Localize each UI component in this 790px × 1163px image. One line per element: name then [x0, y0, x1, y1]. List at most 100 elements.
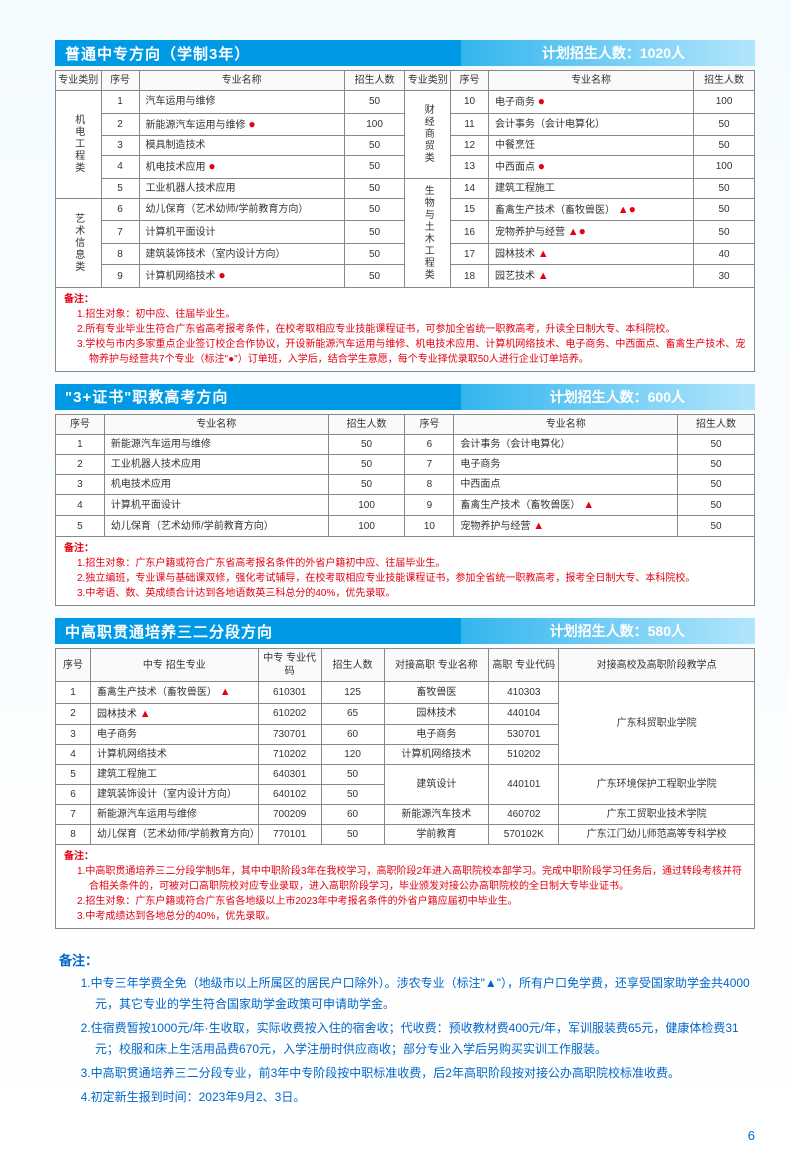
cell-zy: 新能源汽车运用与维修 [90, 805, 258, 825]
cell-code: 700209 [258, 805, 321, 825]
cell-gcode: 440104 [489, 703, 559, 724]
cell-num: 4 [56, 745, 91, 765]
section3-notes: 备注： 1.中高职贯通培养三二分段学制5年，其中中职阶段3年在我校学习，高职阶段… [55, 845, 755, 929]
cell-num: 5 [56, 516, 105, 537]
cell-num: 8 [56, 825, 91, 845]
section1-table: 专业类别 序号 专业名称 招生人数 专业类别 序号 专业名称 招生人数 机电工程… [55, 70, 755, 288]
cell-num: 17 [451, 243, 489, 264]
section2-count: 计划招生人数：600人 [550, 387, 685, 407]
cell-num: 1 [101, 91, 139, 114]
cell-count: 50 [321, 825, 384, 845]
final-note-label: 备注： [59, 953, 98, 968]
th: 序号 [451, 71, 489, 91]
cell-count: 100 [344, 113, 405, 136]
cell-count: 60 [321, 725, 384, 745]
cell-num: 18 [451, 265, 489, 288]
section2-notes: 备注： 1.招生对象：广东户籍或符合广东省高考报名条件的外省户籍初中应、往届毕业… [55, 537, 755, 606]
cell-count: 50 [328, 434, 405, 454]
cell-zy: 建筑装饰设计（室内设计方向） [90, 785, 258, 805]
cell-num: 14 [451, 178, 489, 198]
cell-name: 电子商务 ● [489, 91, 694, 114]
cell-num: 6 [101, 198, 139, 221]
cell-zy: 园林技术 ▲ [90, 703, 258, 724]
cell-count: 100 [694, 91, 755, 114]
table-row: 机电工程类1汽车运用与维修50财经商贸类10电子商务 ●100 [56, 91, 755, 114]
th: 专业名称 [104, 414, 328, 434]
cell-num: 10 [405, 516, 454, 537]
cell-count: 50 [328, 474, 405, 494]
cell-name: 园林技术 ▲ [489, 243, 694, 264]
cell-zy: 建筑工程施工 [90, 765, 258, 785]
cell-name: 幼儿保育（艺术幼师/学前教育方向） [139, 198, 344, 221]
cell-code: 640301 [258, 765, 321, 785]
table-row: 8幼儿保育（艺术幼师/学前教育方向）77010150学前教育570102K广东江… [56, 825, 755, 845]
cell-count: 50 [344, 221, 405, 244]
th: 中专 招生专业 [90, 649, 258, 682]
cell-num: 13 [451, 156, 489, 179]
cell-name: 宠物养护与经营 ▲● [489, 221, 694, 244]
cell-num: 3 [56, 474, 105, 494]
note-item: 1.招生对象：初中应、往届毕业生。 [89, 307, 746, 322]
note-item: 2.招生对象：广东户籍或符合广东省各地级以上市2023年中考报名条件的外省户籍应… [89, 894, 746, 909]
cell-num: 4 [101, 156, 139, 179]
section3-count: 计划招生人数：580人 [550, 621, 685, 641]
cell-count: 125 [321, 682, 384, 703]
cell-name: 机电技术应用 [104, 474, 328, 494]
cell-count: 50 [344, 198, 405, 221]
section3-table: 序号 中专 招生专业 中专 专业代码 招生人数 对接高职 专业名称 高职 专业代… [55, 648, 755, 845]
cell-count: 40 [694, 243, 755, 264]
th: 专业名称 [454, 414, 678, 434]
note-item: 4.初定新生报到时间：2023年9月2、3日。 [95, 1087, 751, 1109]
cell-num: 3 [101, 136, 139, 156]
cell-count: 100 [328, 516, 405, 537]
th: 序号 [56, 649, 91, 682]
th: 对接高校及高职阶段教学点 [559, 649, 755, 682]
cell-school: 广东工贸职业技术学院 [559, 805, 755, 825]
table-row: 1畜禽生产技术（畜牧兽医） ▲610301125畜牧兽医410303广东科贸职业… [56, 682, 755, 703]
th: 招生人数 [694, 71, 755, 91]
cell-name: 园艺技术 ▲ [489, 265, 694, 288]
note-item: 2.住宿费暂按1000元/年·生收取，实际收费按入住的宿舍收；代收费：预收教材费… [95, 1018, 751, 1061]
th: 专业类别 [405, 71, 451, 91]
cell-gcode: 440101 [489, 765, 559, 805]
cell-count: 50 [344, 178, 405, 198]
table-row: 5幼儿保育（艺术幼师/学前教育方向）10010宠物养护与经营 ▲50 [56, 516, 755, 537]
cell-count: 50 [678, 474, 755, 494]
cell-gj: 园林技术 [384, 703, 489, 724]
cell-count: 120 [321, 745, 384, 765]
cell-code: 610301 [258, 682, 321, 703]
table-row: 7新能源汽车运用与维修70020960新能源汽车技术460702广东工贸职业技术… [56, 805, 755, 825]
cell-num: 2 [101, 113, 139, 136]
note-item: 3.学校与市内多家重点企业签订校企合作协议，开设新能源汽车运用与维修、机电技术应… [89, 337, 746, 367]
table-row: 5工业机器人技术应用50生物与土木工程类14建筑工程施工50 [56, 178, 755, 198]
cell-name: 工业机器人技术应用 [104, 454, 328, 474]
section1-header: 普通中专方向（学制3年） 计划招生人数：1020人 [55, 40, 755, 66]
table-header-row: 序号 中专 招生专业 中专 专业代码 招生人数 对接高职 专业名称 高职 专业代… [56, 649, 755, 682]
cell-num: 7 [56, 805, 91, 825]
cell-num: 10 [451, 91, 489, 114]
cell-gj: 新能源汽车技术 [384, 805, 489, 825]
cell-count: 50 [321, 765, 384, 785]
table-row: 4计算机平面设计1009畜禽生产技术（畜牧兽医） ▲50 [56, 494, 755, 515]
cell-gj: 建筑设计 [384, 765, 489, 805]
cell-name: 畜禽生产技术（畜牧兽医） ▲ [454, 494, 678, 515]
note-item: 3.中考成绩达到各地总分的40%，优先录取。 [89, 909, 746, 924]
cell-num: 2 [56, 703, 91, 724]
cell-count: 50 [694, 178, 755, 198]
th: 序号 [405, 414, 454, 434]
cell-gcode: 410303 [489, 682, 559, 703]
note-item: 2.所有专业毕业生符合广东省高考报考条件，在校考取相应专业技能课程证书，可参加全… [89, 322, 746, 337]
cell-num: 7 [101, 221, 139, 244]
table-row: 5建筑工程施工64030150建筑设计440101广东环境保护工程职业学院 [56, 765, 755, 785]
cell-name: 幼儿保育（艺术幼师/学前教育方向） [104, 516, 328, 537]
th: 专业类别 [56, 71, 102, 91]
table-row: 2工业机器人技术应用507电子商务50 [56, 454, 755, 474]
cell-school: 广东科贸职业学院 [559, 682, 755, 765]
section1-count: 计划招生人数：1020人 [542, 43, 685, 63]
cell-name: 电子商务 [454, 454, 678, 474]
note-label: 备注： [64, 543, 94, 554]
cell-zy: 幼儿保育（艺术幼师/学前教育方向） [90, 825, 258, 845]
cell-count: 50 [321, 785, 384, 805]
th: 对接高职 专业名称 [384, 649, 489, 682]
cell-num: 2 [56, 454, 105, 474]
